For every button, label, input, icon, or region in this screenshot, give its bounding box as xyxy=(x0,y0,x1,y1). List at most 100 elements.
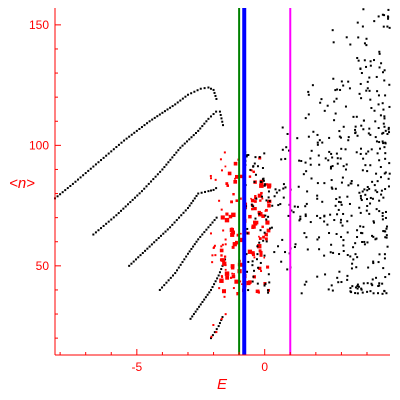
scatter-point xyxy=(351,262,354,265)
regular-point xyxy=(158,288,161,291)
scatter-point xyxy=(388,131,391,134)
scatter-point xyxy=(340,181,343,184)
regular-point xyxy=(207,190,210,193)
chaotic-point xyxy=(221,243,224,246)
regular-point xyxy=(171,223,174,226)
scatter-point xyxy=(340,80,343,83)
scatter-point xyxy=(381,218,384,221)
regular-point xyxy=(220,268,223,271)
scatter-point xyxy=(267,273,270,276)
scatter-point xyxy=(349,43,352,46)
regular-point xyxy=(201,125,204,128)
chaotic-point xyxy=(219,158,222,161)
chaotic-point xyxy=(250,198,255,203)
scatter-point xyxy=(361,25,364,28)
scatter-point xyxy=(318,139,321,142)
scatter-point xyxy=(369,64,372,67)
chaotic-point xyxy=(254,220,259,225)
regular-point xyxy=(217,274,220,277)
regular-point xyxy=(183,258,186,261)
scatter-point xyxy=(382,25,385,28)
scatter-point xyxy=(356,287,359,290)
scatter-point xyxy=(362,225,365,228)
scatter-point xyxy=(357,59,360,62)
scatter-point xyxy=(356,283,359,286)
scatter-point xyxy=(323,220,326,223)
scatter-point xyxy=(339,88,342,91)
scatter-point xyxy=(318,163,321,166)
regular-point xyxy=(167,161,170,164)
scatter-point xyxy=(374,189,377,192)
regular-point xyxy=(217,325,220,328)
regular-point xyxy=(117,212,120,215)
scatter-point xyxy=(330,152,333,155)
scatter-point xyxy=(262,177,265,180)
scatter-point xyxy=(362,119,365,122)
regular-point xyxy=(212,88,215,91)
scatter-point xyxy=(332,41,335,44)
scatter-point xyxy=(264,214,267,217)
regular-point xyxy=(122,207,125,210)
regular-point xyxy=(97,229,100,232)
scatter-point xyxy=(257,266,260,269)
chaotic-point xyxy=(251,207,254,211)
scatter-point xyxy=(374,120,377,123)
chaotic-point xyxy=(224,165,227,168)
regular-point xyxy=(61,191,64,194)
scatter-point xyxy=(330,243,333,246)
scatter-point xyxy=(267,291,270,294)
regular-point xyxy=(87,169,90,172)
regular-point xyxy=(154,175,157,178)
regular-point xyxy=(158,113,161,116)
regular-point xyxy=(198,305,201,308)
scatter-point xyxy=(360,199,363,202)
chaotic-point xyxy=(236,292,240,296)
regular-point xyxy=(89,167,92,170)
chaotic-point xyxy=(267,184,271,189)
regular-point xyxy=(214,280,217,283)
scatter-point xyxy=(279,203,282,206)
scatter-point xyxy=(306,248,309,251)
scatter-point xyxy=(338,135,341,138)
regular-point xyxy=(179,99,182,102)
regular-point xyxy=(159,234,162,237)
scatter-point xyxy=(363,188,366,191)
chaotic-point xyxy=(239,197,242,200)
scatter-point xyxy=(388,172,391,175)
scatter-point xyxy=(383,146,386,149)
scatter-point xyxy=(297,185,300,188)
regular-point xyxy=(194,132,197,134)
scatter-point xyxy=(355,115,358,118)
scatter-point xyxy=(354,131,357,134)
scatter-point xyxy=(336,162,339,165)
scatter-point xyxy=(357,285,360,288)
scatter-point xyxy=(360,97,363,100)
scatter-point xyxy=(361,169,364,172)
scatter-point xyxy=(320,98,323,101)
scatter-point xyxy=(386,225,389,228)
chaotic-point xyxy=(251,251,255,255)
scatter-point xyxy=(258,212,261,215)
scatter-point xyxy=(382,230,385,233)
regular-point xyxy=(204,190,207,193)
scatter-point xyxy=(377,292,380,295)
scatter-point xyxy=(347,80,350,83)
scatter-point xyxy=(348,87,351,90)
scatter-point xyxy=(258,241,261,244)
chaotic-point xyxy=(246,280,251,286)
scatter-point xyxy=(379,166,382,169)
chaotic-point xyxy=(239,280,242,283)
regular-point xyxy=(151,118,154,121)
scatter-point xyxy=(379,114,382,117)
scatter-point xyxy=(382,122,385,125)
regular-point xyxy=(56,195,59,198)
regular-point xyxy=(215,187,218,190)
chaotic-point xyxy=(214,254,217,257)
chaotic-point xyxy=(227,171,232,176)
scatter-point xyxy=(307,90,310,93)
scatter-point xyxy=(360,124,363,127)
scatter-point xyxy=(346,195,349,198)
scatter-point xyxy=(375,276,378,279)
scatter-point xyxy=(363,59,366,62)
scatter-point xyxy=(316,143,319,146)
